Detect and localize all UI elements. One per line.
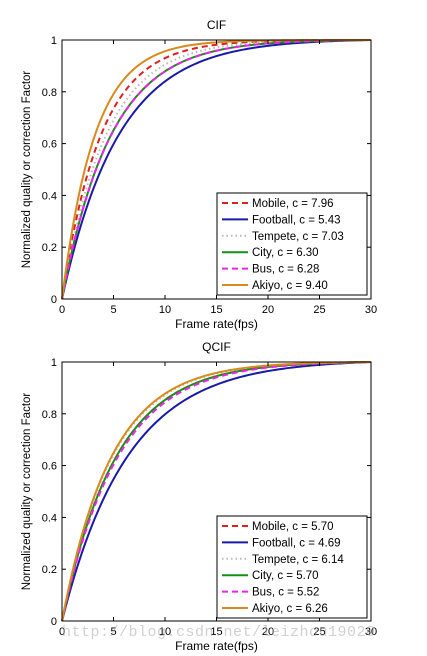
x-tick-label: 25	[313, 626, 325, 638]
series-line-1	[61, 39, 371, 300]
y-tick-label: 0.4	[42, 512, 57, 524]
legend-entry-6: Akiyo, c = 9.40	[252, 280, 328, 292]
y-tick-label: 1	[51, 35, 57, 47]
chart-title: CIF	[207, 18, 226, 32]
y-tick-label: 0	[51, 616, 57, 628]
legend-entry-4: City, c = 6.30	[252, 247, 319, 259]
x-axis-label: Frame rate(fps)	[175, 317, 258, 331]
x-tick-label: 30	[365, 304, 377, 316]
y-tick-label: 0.4	[42, 190, 57, 202]
legend-box	[216, 192, 368, 296]
legend: Mobile, c = 7.96 Football, c = 5.43 Tempet…	[216, 192, 368, 296]
y-tick-label: 0.6	[42, 461, 57, 473]
chart-title: QCIF	[202, 340, 231, 354]
x-tick-label: 20	[262, 626, 274, 638]
legend-entry-6: Akiyo, c = 6.26	[252, 603, 328, 615]
x-tick-label: 0	[59, 304, 65, 316]
legend-box	[216, 515, 368, 619]
x-tick-label: 15	[210, 304, 222, 316]
x-tick-label: 30	[365, 626, 377, 638]
legend-entry-2: Football, c = 4.69	[252, 537, 341, 549]
x-tick-label: 10	[159, 626, 171, 638]
legend-entry-5: Bus, c = 6.28	[252, 264, 319, 276]
x-tick-label: 10	[159, 304, 171, 316]
y-tick-label: 0	[51, 294, 57, 306]
y-axis-label: Normalized quality or correction Factor	[21, 393, 33, 591]
legend-entry-3: Tempete, c = 7.03	[252, 231, 344, 243]
legend-entry-2: Football, c = 5.43	[252, 214, 341, 226]
series-line-5	[61, 361, 372, 622]
y-tick-label: 0.2	[42, 242, 57, 254]
legend: Mobile, c = 5.70 Football, c = 4.69 Tempet…	[216, 515, 368, 619]
x-tick-label: 5	[110, 626, 116, 638]
y-tick-label: 0.8	[42, 409, 57, 421]
x-tick-label: 0	[59, 626, 65, 638]
x-tick-label: 25	[313, 304, 325, 316]
legend-entry-5: Bus, c = 5.52	[252, 587, 319, 599]
y-axis-label: Normalized quality or correction Factor	[21, 71, 33, 269]
x-axis-label: Frame rate(fps)	[175, 639, 258, 653]
legend-entry-4: City, c = 5.70	[252, 570, 319, 582]
x-tick-label: 5	[110, 304, 116, 316]
legend-entry-1: Mobile, c = 5.70	[252, 521, 334, 533]
y-tick-label: 1	[51, 357, 57, 369]
legend-entry-3: Tempete, c = 6.14	[252, 554, 344, 566]
x-tick-label: 20	[262, 304, 274, 316]
y-tick-label: 0.2	[42, 564, 57, 576]
x-tick-label: 15	[210, 626, 222, 638]
y-tick-label: 0.6	[42, 139, 57, 151]
legend-entry-1: Mobile, c = 7.96	[252, 198, 334, 210]
chart-panel-1: CIF 0 5 10 15 20 25 30 0 0.2 0.4 0.6 0.8 1 Frame rate(…	[21, 18, 377, 331]
chart-panel-2: QCIF 0 5 10 15 20 25 30 0 0.2 0.4 0.6 0.8 1 Frame rate…	[21, 340, 377, 653]
y-tick-label: 0.8	[42, 87, 57, 99]
